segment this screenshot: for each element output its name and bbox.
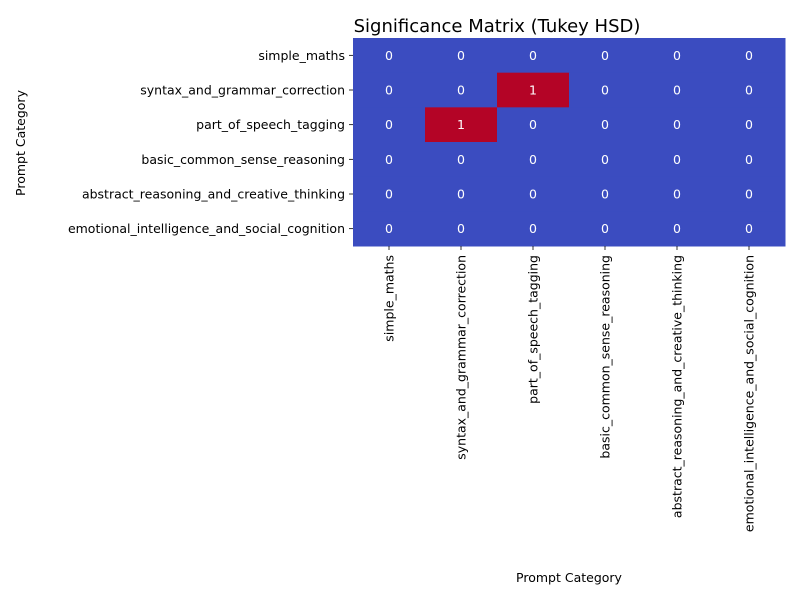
cell-value-label: 0 — [601, 117, 609, 132]
heatmap-cell — [713, 107, 786, 143]
cell-value-label: 0 — [673, 187, 681, 202]
heatmap-cell — [569, 38, 642, 74]
cell-value-label: 0 — [601, 221, 609, 236]
heatmap-cell — [425, 38, 498, 74]
heatmap-cell — [353, 72, 426, 108]
cell-value-label: 0 — [385, 117, 393, 132]
heatmap-cells: 0 0 0 0 0 0 0 0 1 0 0 0 0 1 0 0 0 0 0 0 0 0 0 0 0 0 0 0 0 0 0 0 0 0 0 0 — [353, 38, 786, 247]
heatmap-cell — [497, 72, 570, 108]
heatmap-cell — [641, 142, 714, 178]
cell-value-label: 0 — [529, 187, 537, 202]
heatmap-cell — [425, 142, 498, 178]
cell-value-label: 0 — [457, 48, 465, 63]
heatmap-cell — [569, 211, 642, 247]
heatmap-cell — [569, 142, 642, 178]
x-tick-label: syntax_and_grammar_correction — [454, 255, 469, 460]
y-tick-label: simple_maths — [258, 48, 345, 63]
heatmap-cell — [425, 107, 498, 143]
heatmap-cell — [713, 72, 786, 108]
cell-value-label: 0 — [529, 117, 537, 132]
x-tick-label: simple_maths — [382, 255, 397, 342]
y-tick-label: part_of_speech_tagging — [196, 117, 345, 132]
y-tick-label: basic_common_sense_reasoning — [141, 152, 345, 167]
x-tick-label: part_of_speech_tagging — [526, 255, 541, 404]
cell-value-label: 0 — [745, 152, 753, 167]
cell-value-label: 0 — [745, 117, 753, 132]
cell-value-label: 0 — [745, 83, 753, 98]
cell-value-label: 0 — [673, 117, 681, 132]
heatmap-cell — [497, 107, 570, 143]
cell-value-label: 0 — [529, 48, 537, 63]
heatmap-cell — [713, 142, 786, 178]
cell-value-label: 0 — [601, 152, 609, 167]
heatmap-cell — [713, 176, 786, 212]
cell-value-label: 0 — [457, 221, 465, 236]
heatmap-cell — [497, 176, 570, 212]
cell-value-label: 0 — [385, 221, 393, 236]
cell-value-label: 0 — [601, 83, 609, 98]
cell-value-label: 0 — [385, 48, 393, 63]
y-tick-label: syntax_and_grammar_correction — [140, 83, 345, 98]
cell-value-label: 0 — [457, 187, 465, 202]
heatmap-cell — [569, 107, 642, 143]
heatmap-cell — [425, 72, 498, 108]
cell-value-label: 1 — [529, 83, 537, 98]
cell-value-label: 0 — [385, 152, 393, 167]
x-tick-labels: simple_maths syntax_and_grammar_correctio… — [382, 246, 757, 532]
heatmap-cell — [353, 107, 426, 143]
cell-value-label: 0 — [601, 187, 609, 202]
heatmap-cell — [641, 38, 714, 74]
cell-value-label: 0 — [745, 48, 753, 63]
heatmap-cell — [497, 142, 570, 178]
heatmap-cell — [713, 211, 786, 247]
heatmap-cell — [425, 176, 498, 212]
y-axis-label: Prompt Category — [13, 89, 28, 196]
cell-value-label: 0 — [745, 221, 753, 236]
heatmap-cell — [497, 211, 570, 247]
y-tick-label: emotional_intelligence_and_social_cognit… — [68, 221, 345, 236]
cell-value-label: 0 — [673, 83, 681, 98]
cell-value-label: 1 — [457, 117, 465, 132]
cell-value-label: 0 — [457, 83, 465, 98]
heatmap-cell — [569, 176, 642, 212]
cell-value-label: 0 — [673, 48, 681, 63]
cell-value-label: 0 — [385, 83, 393, 98]
heatmap-cell — [425, 211, 498, 247]
cell-value-label: 0 — [601, 48, 609, 63]
heatmap-cell — [353, 176, 426, 212]
x-tick-label: emotional_intelligence_and_social_cognit… — [742, 255, 757, 532]
cell-value-label: 0 — [745, 187, 753, 202]
heatmap-cell — [497, 38, 570, 74]
x-axis-label: Prompt Category — [516, 570, 623, 585]
cell-value-label: 0 — [673, 152, 681, 167]
heatmap-cell — [641, 72, 714, 108]
heatmap-cell — [353, 38, 426, 74]
cell-value-label: 0 — [457, 152, 465, 167]
x-tick-label: basic_common_sense_reasoning — [598, 255, 613, 459]
cell-value-label: 0 — [385, 187, 393, 202]
y-tick-labels: simple_maths syntax_and_grammar_correctio… — [68, 48, 353, 236]
heatmap-cell — [641, 176, 714, 212]
cell-value-label: 0 — [673, 221, 681, 236]
x-tick-label: abstract_reasoning_and_creative_thinking — [670, 255, 685, 518]
heatmap-cell — [641, 211, 714, 247]
heatmap-cell — [641, 107, 714, 143]
chart-title: Significance Matrix (Tukey HSD) — [354, 16, 641, 37]
cell-value-label: 0 — [529, 152, 537, 167]
heatmap-cell — [353, 211, 426, 247]
y-tick-label: abstract_reasoning_and_creative_thinking — [82, 187, 345, 202]
heatmap-cell — [713, 38, 786, 74]
heatmap-cell — [569, 72, 642, 108]
cell-value-label: 0 — [529, 221, 537, 236]
heatmap-cell — [353, 142, 426, 178]
